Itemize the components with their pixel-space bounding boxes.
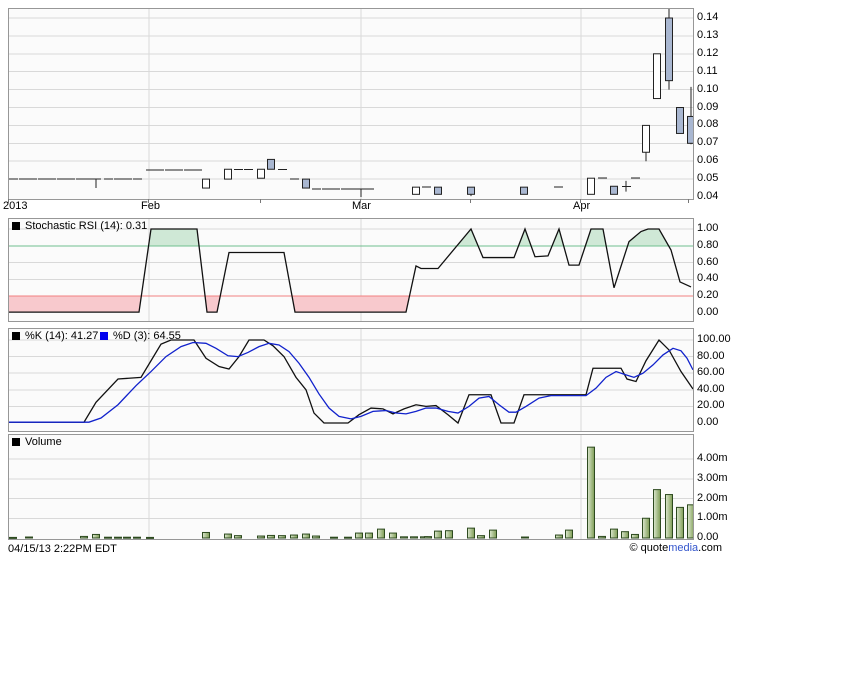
- y-axis-tick-label: 40.00: [697, 382, 725, 395]
- x-axis-month-label: Apr: [573, 200, 591, 212]
- timestamp-label: 04/15/13 2:22PM EDT: [8, 543, 117, 555]
- volume-legend-label: Volume: [25, 436, 62, 448]
- stochastic-kd-chart: [9, 329, 693, 431]
- y-axis-tick-label: 100.00: [697, 333, 731, 345]
- stochastic-rsi-legend: Stochastic RSI (14): 0.31: [12, 220, 147, 232]
- price-panel: [8, 8, 694, 200]
- y-axis-tick-label: 0.08: [697, 118, 719, 131]
- volume-bar-chart: [9, 435, 693, 539]
- y-axis-tick-label: 4.00m: [697, 452, 728, 464]
- y-axis-tick-label: 0.11: [697, 64, 718, 77]
- brand-suffix: .com: [698, 542, 722, 554]
- y-axis-tick-label: 0.12: [697, 46, 719, 59]
- x-axis-month-label: Feb: [141, 200, 160, 212]
- y-axis-tick-label: 0.07: [697, 136, 719, 149]
- y-axis-tick-label: 0.20: [697, 289, 719, 302]
- price-candlestick-chart: [9, 9, 693, 199]
- x-axis-tick-mark: [260, 199, 261, 203]
- legend-swatch-black: [12, 222, 20, 230]
- brand-media: media: [668, 542, 699, 554]
- percent-d-legend: %D (3): 64.55: [100, 330, 181, 342]
- y-axis-tick-label: 0.04: [697, 190, 719, 202]
- y-axis-tick-label: 0.13: [697, 28, 719, 41]
- y-axis-tick-label: 0.14: [697, 11, 719, 23]
- brand-quote: quote: [640, 542, 669, 554]
- x-axis-tick-mark: [8, 199, 9, 203]
- stochastic-panel: [8, 328, 694, 432]
- legend-swatch-black: [12, 332, 20, 340]
- x-axis-tick-mark: [148, 199, 149, 203]
- y-axis-tick-label: 0.80: [697, 238, 719, 251]
- y-axis-tick-label: 2.00m: [697, 491, 728, 504]
- y-axis-tick-label: 20.00: [697, 399, 725, 412]
- y-axis-tick-label: 0.06: [697, 154, 719, 167]
- percent-k-legend: %K (14): 41.27: [12, 330, 98, 342]
- y-axis-tick-label: 0.00: [697, 416, 719, 428]
- y-axis-tick-label: 0.10: [697, 82, 719, 95]
- stochastic-rsi-panel: [8, 218, 694, 322]
- percent-k-legend-label: %K (14): 41.27: [25, 330, 99, 342]
- percent-d-legend-label: %D (3): 64.55: [113, 330, 181, 342]
- y-axis-tick-label: 60.00: [697, 366, 725, 379]
- stochastic-rsi-legend-label: Stochastic RSI (14): 0.31: [25, 220, 148, 232]
- x-axis-month-label: 2013: [3, 200, 28, 212]
- x-axis-month-label: Mar: [352, 200, 371, 212]
- x-axis-tick-mark: [360, 199, 361, 203]
- volume-legend: Volume: [12, 436, 62, 448]
- x-axis-tick-mark: [580, 199, 581, 203]
- y-axis-tick-label: 1.00m: [697, 511, 728, 524]
- y-axis-tick-label: 0.00: [697, 306, 719, 318]
- y-axis-tick-label: 0.40: [697, 272, 719, 285]
- y-axis-tick-label: 0.00: [697, 531, 719, 543]
- legend-swatch-blue: [100, 332, 108, 340]
- y-axis-tick-label: 0.60: [697, 255, 719, 268]
- y-axis-tick-label: 0.05: [697, 172, 719, 185]
- x-axis-tick-mark: [688, 199, 689, 203]
- y-axis-tick-label: 80.00: [697, 349, 725, 362]
- y-axis-tick-label: 1.00: [697, 222, 719, 234]
- x-axis-tick-mark: [470, 199, 471, 203]
- volume-panel: [8, 434, 694, 540]
- copyright-symbol: ©: [629, 542, 641, 554]
- quotemedia-credit[interactable]: © quotemedia.com: [629, 542, 722, 554]
- y-axis-tick-label: 3.00m: [697, 471, 728, 484]
- y-axis-tick-label: 0.09: [697, 100, 719, 113]
- legend-swatch-black: [12, 438, 20, 446]
- stochastic-rsi-chart: [9, 219, 693, 321]
